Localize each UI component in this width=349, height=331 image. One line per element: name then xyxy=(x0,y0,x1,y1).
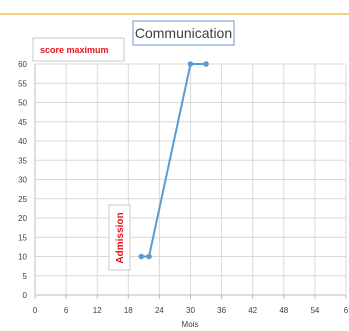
y-tick-label: 55 xyxy=(18,79,27,88)
axes xyxy=(34,64,347,299)
y-tick-label: 0 xyxy=(23,291,28,300)
y-tick-label: 5 xyxy=(23,272,28,281)
x-tick-label: 6 xyxy=(64,306,69,315)
y-tick-label: 10 xyxy=(18,253,27,262)
grid xyxy=(35,63,347,295)
admission-label: Admission xyxy=(115,212,126,263)
series-line xyxy=(141,63,207,258)
y-tick-label: 15 xyxy=(18,233,27,242)
x-tick-label: 6 xyxy=(344,306,349,315)
admission-box: Admission xyxy=(108,204,131,271)
x-tick-label: 30 xyxy=(186,306,195,315)
x-tick-label: 54 xyxy=(310,306,319,315)
chart-title: Communication xyxy=(135,25,232,41)
y-tick-label: 50 xyxy=(18,99,27,108)
data-point xyxy=(138,253,145,260)
y-tick-label: 20 xyxy=(18,214,27,223)
x-tick-label: 24 xyxy=(155,306,164,315)
y-tick-label: 60 xyxy=(18,60,27,69)
data-point xyxy=(146,253,152,260)
y-tick-label: 45 xyxy=(18,118,27,127)
x-tick-label: 0 xyxy=(33,306,38,315)
y-tick-labels: 0 5 10 15 20 25 30 35 40 45 50 55 60 xyxy=(18,60,27,300)
x-tick-label: 18 xyxy=(124,306,133,315)
x-tick-label: 12 xyxy=(93,306,102,315)
x-tick-label: 36 xyxy=(217,306,226,315)
x-tick-label: 48 xyxy=(279,306,288,315)
y-tick-label: 25 xyxy=(18,195,27,204)
x-tick-labels: 0 6 12 18 24 30 36 42 48 54 6 xyxy=(33,306,349,315)
series-group xyxy=(138,61,209,260)
score-maximum-label: score maximum xyxy=(40,45,109,55)
y-tick-label: 30 xyxy=(18,176,27,185)
y-tick-label: 40 xyxy=(18,137,27,146)
data-point xyxy=(187,61,194,67)
y-tick-label: 35 xyxy=(18,156,27,165)
score-maximum-box: score maximum xyxy=(32,37,125,62)
data-point xyxy=(203,61,209,67)
x-tick-label: 42 xyxy=(248,306,257,315)
x-axis-label: Mois xyxy=(182,320,199,329)
chart-title-box: Communication xyxy=(132,20,235,46)
